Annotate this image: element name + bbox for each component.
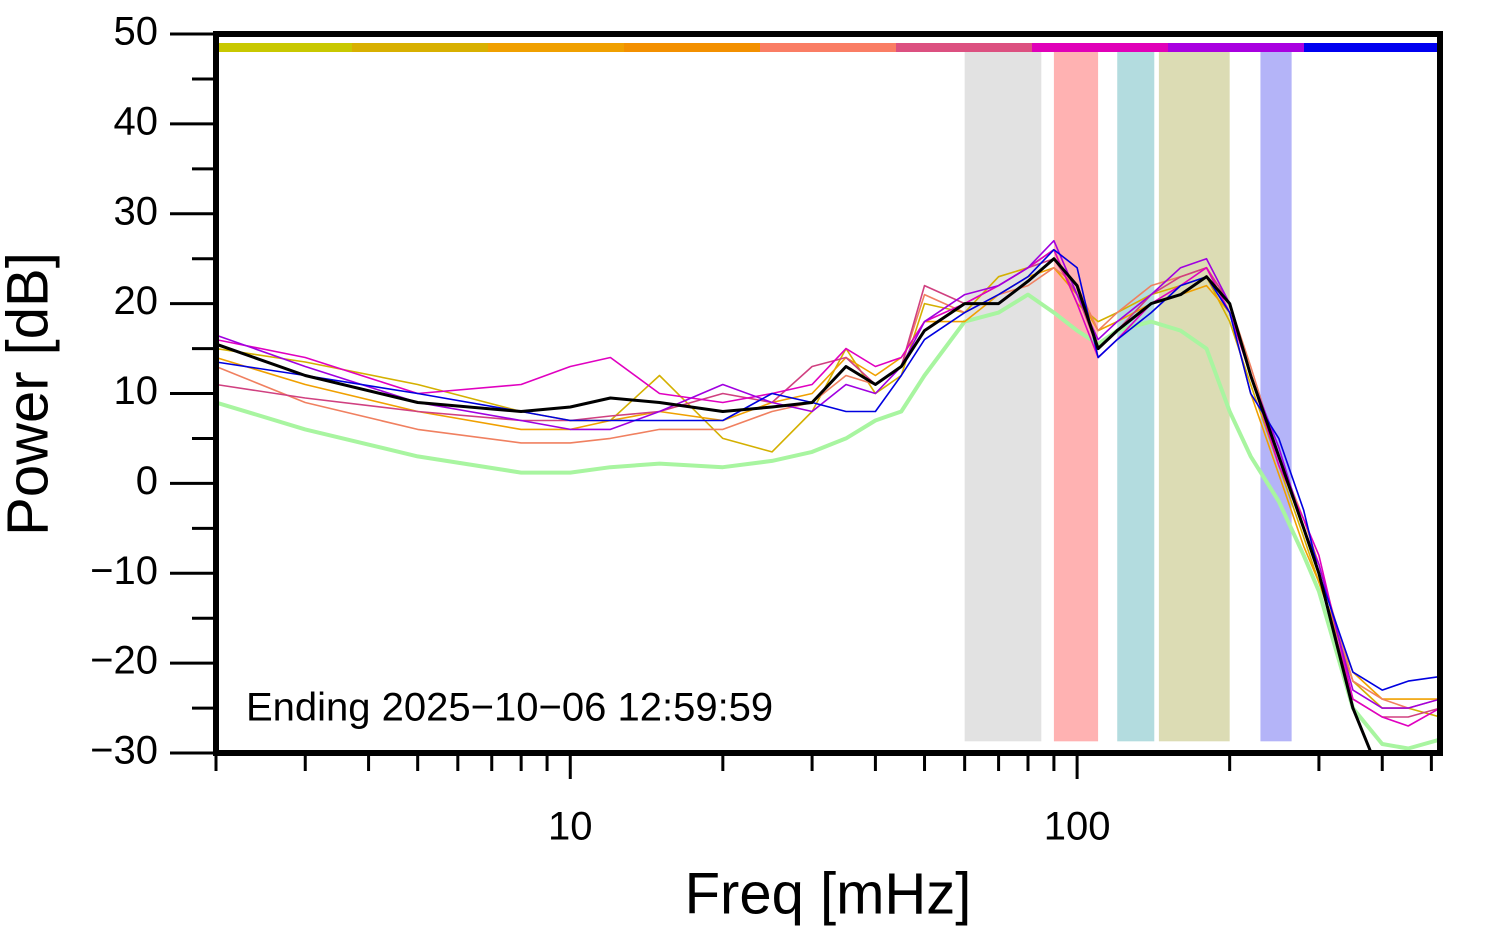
color-bar-segment — [1032, 43, 1169, 52]
series-line — [216, 248, 1440, 718]
x-tick-label: 10 — [548, 805, 593, 849]
color-bar-segment — [624, 43, 761, 52]
series-line — [216, 248, 1440, 691]
band — [1117, 51, 1155, 742]
series-line — [216, 257, 1373, 753]
y-tick-label: 50 — [114, 10, 159, 54]
y-tick-label: −30 — [90, 729, 158, 773]
series-line — [216, 292, 1440, 751]
color-bar-segment — [1168, 43, 1305, 52]
color-bar-segment — [352, 43, 489, 52]
band — [964, 51, 1042, 742]
y-tick-label: 0 — [136, 459, 158, 503]
color-bar-segment — [760, 43, 897, 52]
color-bar-segment — [896, 43, 1033, 52]
y-tick-label: −20 — [90, 639, 158, 683]
series-line — [216, 257, 1440, 718]
color-bar-segment — [216, 43, 353, 52]
x-tick-label: 100 — [1044, 805, 1111, 849]
y-tick-label: −10 — [90, 549, 158, 593]
series-line — [216, 239, 1440, 709]
color-bar-segment — [488, 43, 625, 52]
annotation: Ending 2025−10−06 12:59:59 — [246, 686, 773, 730]
series-line — [216, 266, 1440, 709]
x-axis-label: Freq [mHz] — [685, 861, 972, 926]
y-tick-label: 10 — [114, 369, 159, 413]
y-axis-label: Power [dB] — [0, 252, 60, 536]
color-bar-segment — [1304, 43, 1440, 52]
y-tick-label: 40 — [114, 99, 159, 143]
band — [1158, 51, 1230, 742]
band — [1053, 51, 1099, 742]
band — [1260, 51, 1292, 742]
series-line — [216, 266, 1440, 700]
plot-area — [216, 43, 1440, 753]
y-tick-label: 20 — [114, 279, 159, 323]
series-line — [216, 248, 1440, 727]
y-tick-label: 30 — [114, 189, 159, 233]
